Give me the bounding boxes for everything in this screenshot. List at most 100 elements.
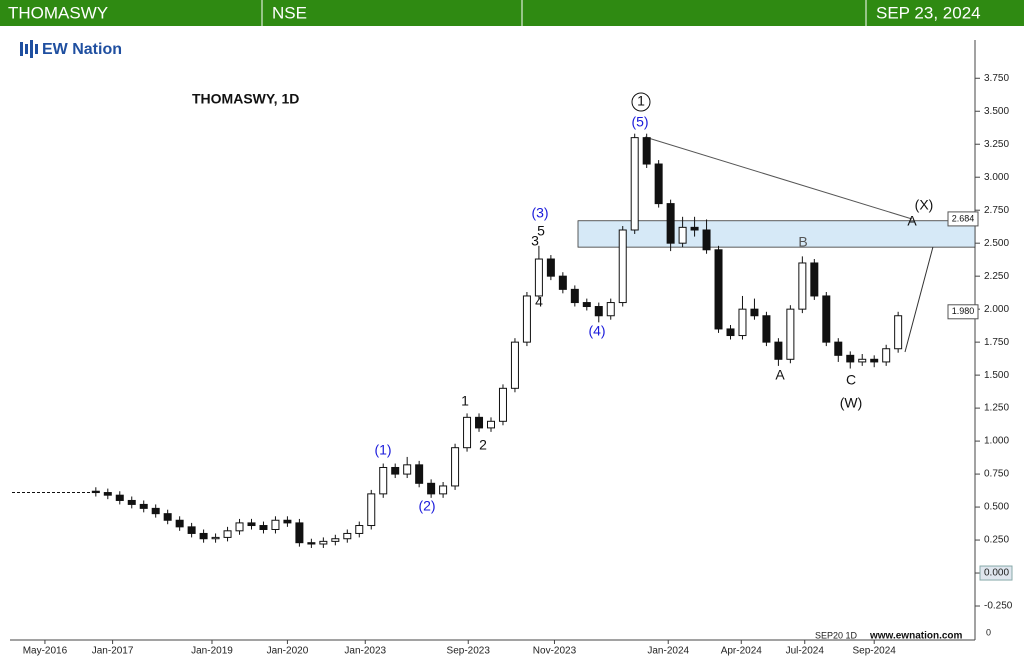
candle-body [223, 530, 232, 538]
candle-body [546, 258, 555, 277]
candle-body [582, 302, 591, 308]
candle-body [91, 490, 100, 494]
candle-body [618, 229, 627, 304]
x-tick-label: Jan-2020 [267, 646, 309, 657]
wave-label: (X) [915, 197, 934, 213]
y-tick-label: -0.250 [984, 601, 1013, 612]
candle-body [702, 229, 711, 251]
candle-body [630, 137, 639, 231]
wave-label: (1) [374, 442, 391, 458]
candle-body [427, 482, 436, 495]
candle-body [870, 358, 879, 363]
price-label: 1.980 [952, 306, 975, 316]
candle-body [786, 308, 795, 360]
logo: EW Nation [42, 41, 122, 58]
x-tick-label: Jan-2024 [647, 646, 689, 657]
wave-label: B [798, 234, 807, 250]
logo-icon [20, 40, 38, 58]
circle [631, 92, 651, 112]
symbol: THOMASWY [8, 3, 108, 22]
candle-body [343, 532, 352, 540]
candle-body [331, 538, 340, 542]
x-tick-label: Jan-2023 [344, 646, 386, 657]
y-tick-label: 1.500 [984, 370, 1009, 381]
y-tick-label: 1.000 [984, 436, 1009, 447]
candle-body [678, 226, 687, 244]
y-tick-label: 3.000 [984, 172, 1009, 183]
candle-body [379, 466, 388, 495]
candle-body [534, 258, 543, 297]
candle-body [487, 420, 495, 429]
candle-body [103, 492, 112, 496]
wave-label: 3 [531, 233, 539, 249]
candle-body [475, 416, 484, 429]
candle-body [187, 526, 196, 534]
x-tick-label: Jan-2017 [92, 646, 134, 657]
candle-body [666, 203, 675, 244]
wave-label: (5) [631, 114, 648, 130]
candle-body [391, 466, 400, 475]
wave-label: A [775, 367, 785, 383]
candle-body [163, 513, 172, 521]
candle-body [714, 249, 723, 330]
candle-body [726, 328, 735, 337]
x-tick-label: Sep-2024 [853, 646, 897, 657]
candle-body [750, 308, 759, 317]
price-label-box [947, 304, 979, 320]
wave-label: 5 [537, 223, 545, 239]
candle-body [522, 295, 531, 343]
candle-body [115, 494, 124, 501]
y-tick-label: 0.000 [984, 568, 1009, 579]
candle-body [463, 416, 472, 449]
candle-body [403, 464, 412, 475]
y-tick-label: 3.250 [984, 139, 1009, 150]
y-tick-label: 3.750 [984, 73, 1009, 84]
footer-left: SEP20 1D [815, 630, 858, 640]
candle-body [415, 464, 424, 484]
wave-label: (3) [531, 205, 548, 221]
candle-body [882, 348, 891, 363]
y-tick-label: 0.750 [984, 469, 1009, 480]
candle-body [594, 306, 603, 317]
candle-body [199, 532, 208, 540]
y-tick-label: 1.750 [984, 337, 1009, 348]
candle-body [834, 341, 843, 356]
candle-body [738, 308, 747, 337]
zone [577, 220, 976, 248]
x-tick-label: Jan-2019 [191, 646, 233, 657]
x-tick-label: Nov-2023 [533, 646, 577, 657]
y-tick-label: 2.500 [984, 238, 1009, 249]
y-tick-label: 1.250 [984, 403, 1009, 414]
candle-body [451, 447, 460, 487]
candle-body [690, 226, 699, 231]
corner-label: 0 [986, 627, 991, 637]
x-tick-label: Jul-2024 [786, 646, 825, 657]
wave-label: (4) [588, 323, 605, 339]
candle-body [810, 262, 819, 297]
candle-body [211, 536, 220, 540]
candle-body [247, 522, 256, 527]
candle-body [367, 493, 376, 527]
candle-body [127, 499, 136, 505]
exchange: NSE [272, 3, 307, 22]
candle-body [175, 519, 184, 528]
candle-body [798, 262, 807, 310]
candle-body [762, 315, 771, 343]
price-label-box [947, 211, 979, 227]
projection-arrow [904, 242, 935, 353]
candle-body [558, 275, 567, 290]
y-tick-label: 0.250 [984, 535, 1009, 546]
candle-body [510, 341, 519, 389]
candle-body [307, 542, 316, 545]
y-tick-label: 2.250 [984, 271, 1009, 282]
candle-body [259, 525, 268, 530]
price-label: 2.684 [952, 213, 975, 223]
wave-label: 1 [637, 93, 645, 109]
label-box [979, 565, 1013, 581]
y-tick-label: 0.500 [984, 502, 1009, 513]
candle-body [894, 315, 903, 350]
wave-label: 4 [535, 294, 543, 310]
wave-label: 1 [461, 393, 469, 409]
candle-body [151, 507, 160, 515]
x-tick-label: Apr-2024 [721, 646, 763, 657]
